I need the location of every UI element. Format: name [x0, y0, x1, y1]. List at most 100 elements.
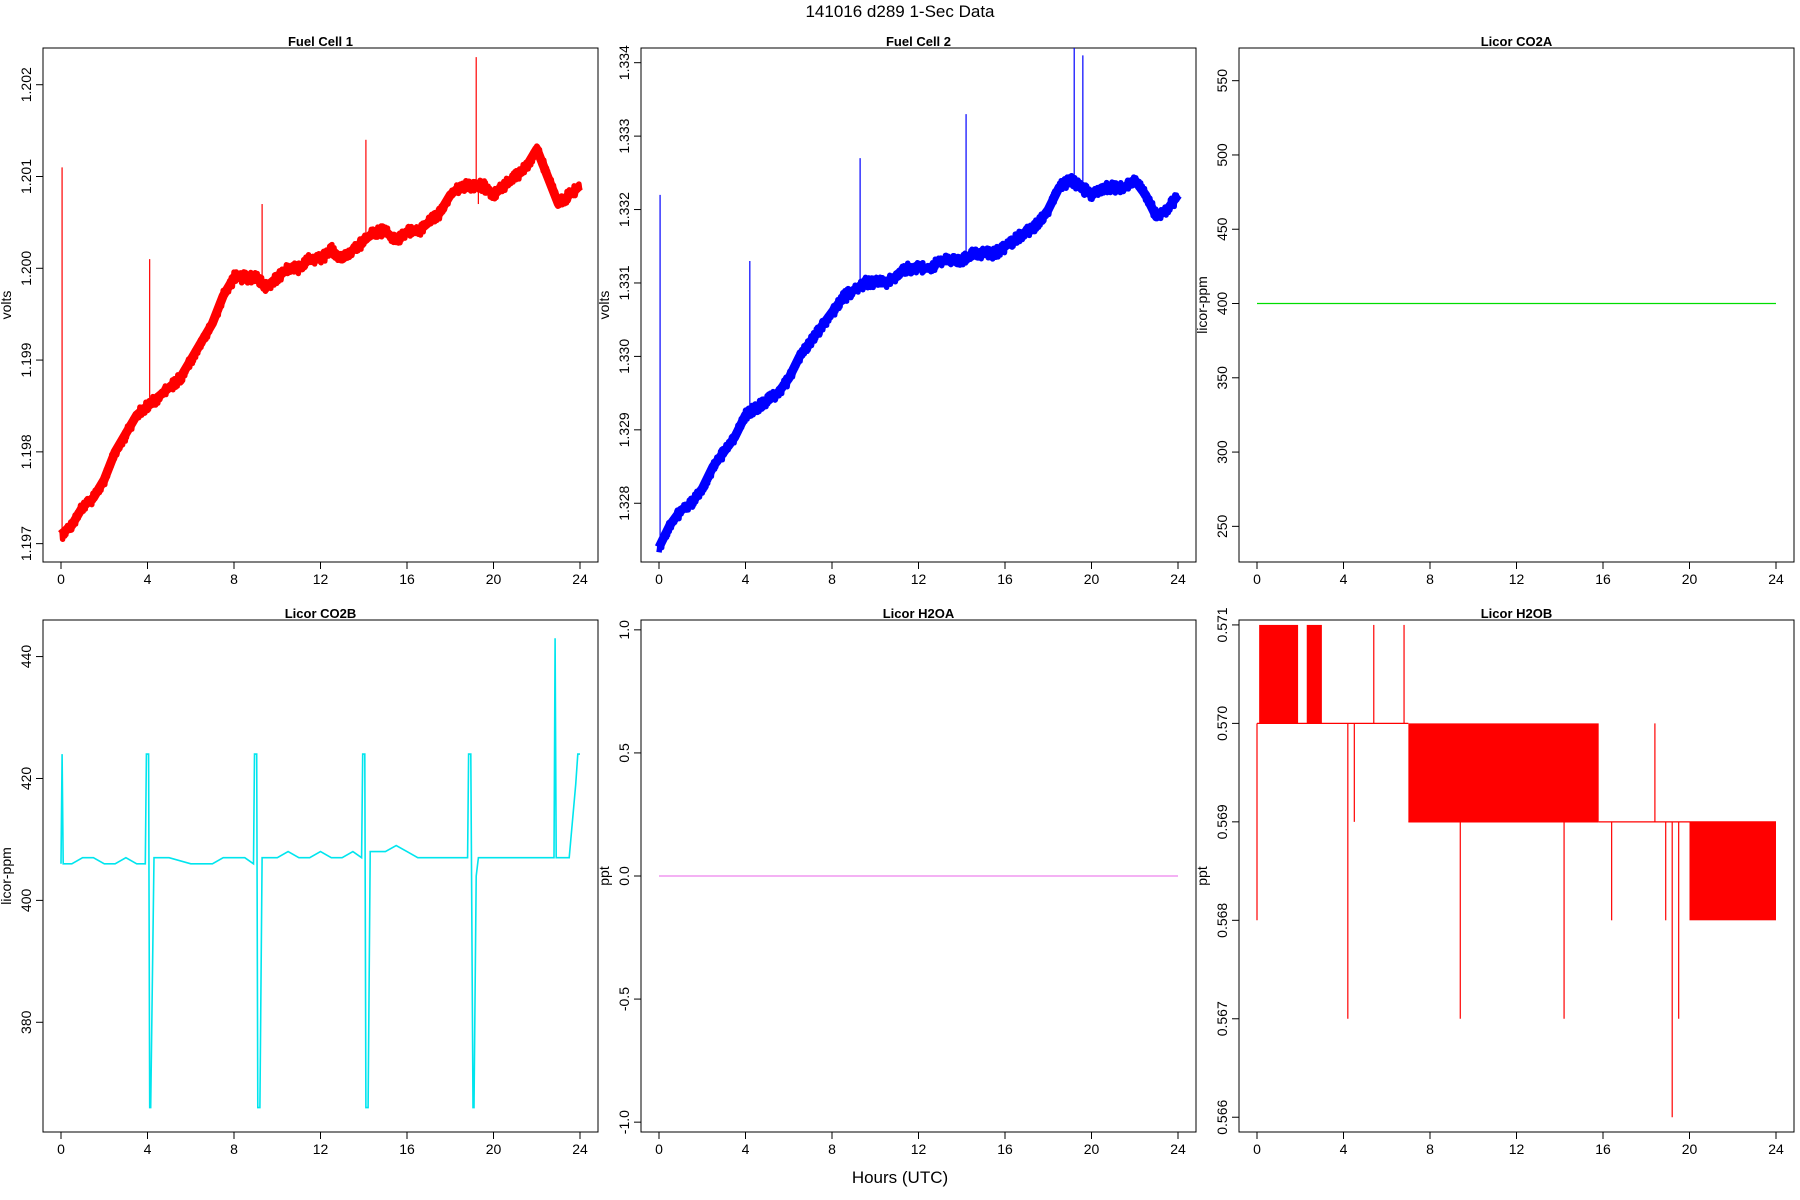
x-tick-label: 8: [230, 571, 238, 587]
series-trend: [58, 144, 583, 538]
x-tick-label: 0: [57, 1141, 65, 1157]
y-tick-label: 350: [1214, 366, 1230, 390]
data-band: [1408, 723, 1599, 822]
y-axis-label: ppt: [596, 866, 612, 886]
chart-panel-1: Fuel Cell 1 0 4 8 12 16 20 24 1.197 1.198 1.199 1.2…: [0, 34, 599, 587]
plot-frame: [640, 47, 1197, 563]
x-tick-label: 4: [144, 571, 152, 587]
y-tick-label: 1.332: [616, 192, 632, 227]
y-tick-label: 0.571: [1214, 607, 1230, 642]
plot-area: [654, 48, 1182, 553]
y-tick-label: 400: [1214, 292, 1230, 316]
y-tick-label: 1.329: [616, 412, 632, 447]
y-tick-label: 450: [1214, 217, 1230, 241]
data-band: [1689, 821, 1776, 921]
y-tick-label: 300: [1214, 440, 1230, 464]
y-tick-label: 420: [18, 767, 34, 791]
y-tick-label: 0.567: [1214, 1001, 1230, 1036]
chart-panel-6: Licor H2OB 0 4 8 12 16 20 24 0.566 0.567 0.568 0.56…: [1194, 606, 1795, 1157]
panel-title: Licor H2OB: [1481, 606, 1553, 621]
y-tick-label: 0.570: [1214, 706, 1230, 741]
x-tick-label: 24: [1768, 571, 1784, 587]
x-tick-label: 24: [572, 571, 588, 587]
y-tick-label: 1.202: [18, 67, 34, 102]
plot-area: [1256, 624, 1776, 1118]
y-tick-label: 550: [1214, 69, 1230, 93]
panel-title: Licor H2OA: [883, 606, 955, 621]
x-tick-label: 24: [1170, 571, 1186, 587]
x-tick-label: 24: [1768, 1141, 1784, 1157]
x-tick-label: 4: [742, 571, 750, 587]
data-band: [1259, 624, 1299, 724]
panel-title: Licor CO2B: [285, 606, 357, 621]
y-tick-label: 1.198: [18, 434, 34, 469]
y-axis-label: ppt: [1194, 866, 1210, 886]
x-tick-label: 20: [1682, 1141, 1698, 1157]
x-tick-label: 20: [1084, 571, 1100, 587]
x-tick-label: 0: [1253, 571, 1261, 587]
x-tick-label: 12: [313, 571, 329, 587]
y-tick-label: 0.0: [616, 866, 632, 886]
chart-panel-5: Licor H2OA 0 4 8 12 16 20 24 -1.0 -0.5 0.0 0.5 1.0 pp…: [596, 606, 1197, 1157]
x-tick-label: 24: [572, 1141, 588, 1157]
series-line: [60, 638, 580, 1109]
y-tick-label: 0.568: [1214, 903, 1230, 938]
y-tick-label: 0.566: [1214, 1100, 1230, 1135]
y-tick-label: 1.330: [616, 339, 632, 374]
chart-panel-3: Licor CO2A 0 4 8 12 16 20 24 250 300 350 400 450 500 5…: [1194, 34, 1795, 587]
x-tick-label: 16: [399, 571, 415, 587]
y-tick-label: 250: [1214, 514, 1230, 538]
chart-panel-4: Licor CO2B 0 4 8 12 16 20 24 380 400 420 440 licor-p…: [0, 606, 599, 1157]
x-tick-label: 8: [1426, 1141, 1434, 1157]
panel-title: Licor CO2A: [1481, 34, 1553, 49]
plot-area: [60, 638, 580, 1109]
x-tick-label: 16: [1595, 1141, 1611, 1157]
x-axis-label: Hours (UTC): [851, 1168, 949, 1187]
x-tick-label: 8: [1426, 571, 1434, 587]
y-tick-label: 1.328: [616, 486, 632, 521]
plot-frame: [1238, 47, 1795, 563]
x-tick-label: 0: [655, 571, 663, 587]
x-tick-label: 20: [1682, 571, 1698, 587]
x-tick-label: 0: [57, 571, 65, 587]
data-band: [1306, 624, 1322, 724]
y-tick-label: 440: [18, 645, 34, 669]
x-tick-label: 4: [1340, 1141, 1348, 1157]
y-tick-label: 500: [1214, 143, 1230, 167]
series-line: [656, 172, 1181, 553]
y-axis-label: volts: [0, 291, 14, 320]
y-axis-label: licor-ppm: [0, 847, 14, 905]
x-tick-label: 0: [1253, 1141, 1261, 1157]
chart-panel-2: Fuel Cell 2 0 4 8 12 16 20 24 1.328 1.329 1.330 1.3…: [596, 34, 1197, 587]
y-tick-label: 1.200: [18, 251, 34, 286]
y-tick-label: 1.201: [18, 159, 34, 194]
series-trend: [654, 175, 1182, 550]
x-tick-label: 12: [313, 1141, 329, 1157]
x-tick-label: 16: [997, 571, 1013, 587]
plot-frame: [42, 619, 599, 1133]
x-tick-label: 16: [399, 1141, 415, 1157]
y-tick-label: 1.197: [18, 526, 34, 561]
y-axis-label: licor-ppm: [1194, 276, 1210, 334]
x-tick-label: 20: [486, 1141, 502, 1157]
page-title: 141016 d289 1-Sec Data: [805, 2, 995, 21]
y-tick-label: 400: [18, 888, 34, 912]
y-tick-label: -1.0: [616, 1110, 632, 1134]
x-tick-label: 8: [230, 1141, 238, 1157]
x-tick-label: 12: [911, 1141, 927, 1157]
x-tick-label: 12: [1509, 571, 1525, 587]
plot-frame: [42, 47, 599, 563]
x-tick-label: 12: [1509, 1141, 1525, 1157]
x-tick-label: 4: [144, 1141, 152, 1157]
y-tick-label: 380: [18, 1010, 34, 1034]
x-tick-label: 24: [1170, 1141, 1186, 1157]
panel-title: Fuel Cell 1: [288, 34, 353, 49]
y-tick-label: 0.5: [616, 743, 632, 763]
x-tick-label: 20: [1084, 1141, 1100, 1157]
y-axis-label: volts: [596, 291, 612, 320]
plot-area: [58, 57, 583, 542]
y-tick-label: 1.334: [616, 45, 632, 80]
y-tick-label: 1.199: [18, 342, 34, 377]
y-tick-label: -0.5: [616, 987, 632, 1011]
